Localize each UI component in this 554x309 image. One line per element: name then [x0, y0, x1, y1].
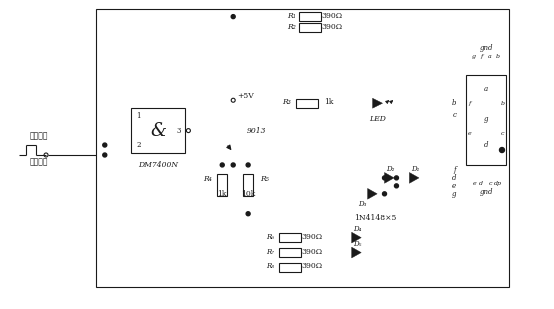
Text: D₅: D₅: [353, 239, 362, 248]
Text: 390Ω: 390Ω: [321, 12, 342, 20]
Circle shape: [246, 163, 250, 167]
Text: c: c: [488, 181, 492, 186]
Text: 外接探针: 外接探针: [30, 158, 48, 167]
Text: R₇: R₇: [266, 248, 274, 256]
Text: 390Ω: 390Ω: [301, 248, 322, 256]
Text: b: b: [496, 54, 500, 59]
Circle shape: [394, 184, 398, 188]
Text: DM7400N: DM7400N: [138, 161, 178, 169]
Text: 1N4148×5: 1N4148×5: [355, 214, 397, 222]
Bar: [296, 99, 318, 108]
Text: gnd: gnd: [479, 44, 493, 53]
Text: dp: dp: [494, 181, 502, 186]
Text: e: e: [452, 182, 456, 190]
Text: gnd: gnd: [479, 188, 493, 196]
Text: R₈: R₈: [266, 262, 274, 270]
Text: 3: 3: [176, 127, 181, 135]
Circle shape: [103, 153, 107, 157]
Text: 脉冲输入: 脉冲输入: [30, 132, 48, 141]
Bar: [243, 174, 253, 196]
Circle shape: [394, 176, 398, 180]
Text: +5V: +5V: [237, 92, 254, 100]
Text: 1: 1: [136, 112, 141, 120]
Text: 10k: 10k: [241, 190, 255, 198]
Text: R₄: R₄: [203, 175, 212, 183]
Circle shape: [246, 212, 250, 216]
Text: d: d: [452, 174, 456, 182]
Bar: [466, 75, 506, 165]
Bar: [279, 233, 301, 242]
Polygon shape: [352, 247, 361, 258]
Circle shape: [103, 143, 107, 147]
Circle shape: [231, 15, 235, 19]
Text: g: g: [452, 190, 456, 198]
Bar: [96, 9, 509, 287]
Bar: [299, 23, 321, 32]
Bar: [131, 108, 186, 153]
Text: D₄: D₄: [353, 225, 362, 233]
Bar: [279, 263, 301, 272]
Circle shape: [382, 192, 387, 196]
Text: 390Ω: 390Ω: [321, 23, 342, 31]
Text: R₁: R₁: [288, 12, 296, 20]
Bar: [299, 12, 321, 21]
Text: e: e: [468, 131, 471, 136]
Text: d: d: [479, 181, 483, 186]
Text: c: c: [501, 131, 505, 136]
Text: 1k: 1k: [218, 190, 227, 198]
Text: R₅: R₅: [260, 175, 269, 183]
Text: 390Ω: 390Ω: [301, 262, 322, 270]
Text: b: b: [452, 99, 456, 107]
Text: 2: 2: [136, 141, 141, 149]
Circle shape: [220, 163, 224, 167]
Text: a: a: [484, 85, 488, 93]
Text: e: e: [472, 181, 476, 186]
Polygon shape: [384, 172, 394, 183]
Text: LED: LED: [369, 115, 386, 123]
Text: D₂: D₂: [386, 165, 394, 173]
Text: f: f: [480, 54, 483, 59]
Text: R₃: R₃: [283, 98, 291, 106]
Circle shape: [500, 147, 505, 153]
Text: 9013: 9013: [247, 127, 266, 135]
Text: a: a: [488, 54, 492, 59]
Circle shape: [231, 163, 235, 167]
Polygon shape: [368, 188, 377, 199]
Polygon shape: [352, 232, 361, 243]
Circle shape: [382, 176, 387, 180]
Text: d: d: [484, 141, 488, 149]
Text: 390Ω: 390Ω: [301, 233, 322, 241]
Text: R₂: R₂: [288, 23, 296, 31]
Bar: [279, 248, 301, 257]
Text: f: f: [469, 101, 471, 106]
Text: c: c: [452, 111, 456, 119]
Text: g: g: [472, 54, 476, 59]
Text: D₃: D₃: [358, 200, 367, 208]
Bar: [217, 174, 227, 196]
Text: b: b: [501, 101, 505, 106]
Text: f: f: [454, 166, 456, 174]
Text: &: &: [150, 122, 166, 140]
Text: R₆: R₆: [266, 233, 274, 241]
Text: D₁: D₁: [411, 165, 419, 173]
Text: 1k: 1k: [324, 98, 334, 106]
Text: g: g: [484, 115, 488, 123]
Polygon shape: [409, 172, 419, 183]
Polygon shape: [373, 98, 382, 108]
